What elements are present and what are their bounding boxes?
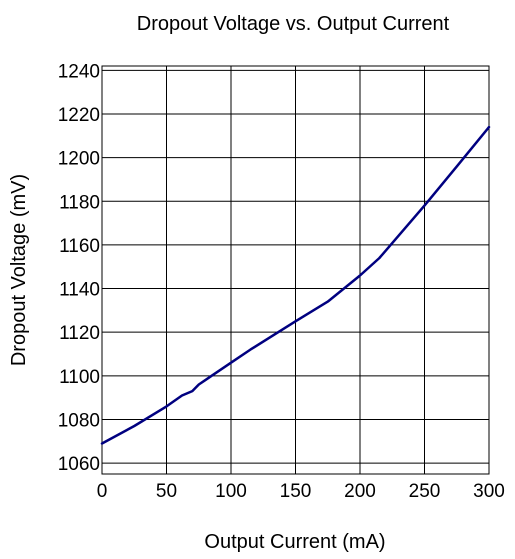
y-tick-label: 1180 [59,192,100,213]
y-tick-label: 1160 [59,236,100,257]
y-tick-label: 1220 [58,105,100,126]
y-tick-label: 1200 [58,149,100,170]
y-tick-label: 1080 [58,410,100,431]
y-tick-label: 1240 [58,61,100,82]
y-axis-label: Dropout Voltage (mV) [8,174,30,366]
x-tick-label: 0 [97,481,108,502]
series-line [100,125,491,445]
x-tick-label: 100 [215,481,247,502]
x-tick-labels: 0 50 100 150 200 250 300 [97,481,505,502]
x-tick-label: 300 [473,481,505,502]
x-tick-label: 50 [156,481,177,502]
y-tick-label: 1060 [58,454,100,475]
x-tick-label: 250 [409,481,441,502]
y-tick-label: 1100 [59,367,100,388]
grid [102,66,489,474]
x-axis-label: Output Current (mA) [204,531,385,553]
chart-title: Dropout Voltage vs. Output Current [137,13,450,35]
y-tick-labels: 1060 1080 1100 1120 1140 1160 1180 1200 1220 1240 [58,61,100,475]
x-tick-label: 200 [344,481,376,502]
y-tick-label: 1140 [59,280,100,301]
y-tick-label: 1120 [59,323,100,344]
plot-frame [101,65,490,475]
x-tick-label: 150 [280,481,312,502]
